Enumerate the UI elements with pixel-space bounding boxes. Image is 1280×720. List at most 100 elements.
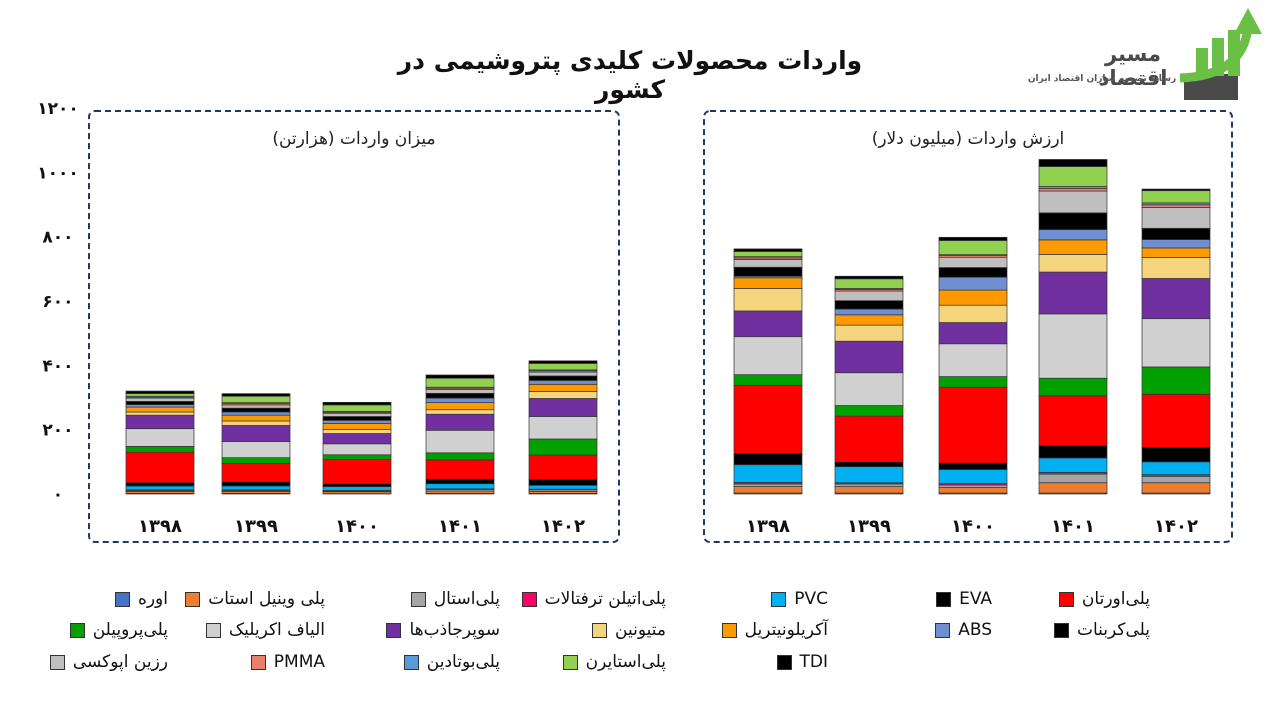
bar-segment bbox=[1038, 212, 1108, 230]
bar-segment bbox=[938, 386, 1008, 464]
bar-segment bbox=[322, 483, 392, 487]
bar-segment bbox=[938, 289, 1008, 306]
bar-segment bbox=[834, 486, 904, 494]
bar-segment bbox=[322, 428, 392, 434]
bar-segment bbox=[221, 414, 291, 422]
bar-segment bbox=[528, 380, 598, 385]
bar-segment bbox=[1038, 271, 1108, 315]
bar-segment bbox=[733, 248, 803, 252]
bar-segment bbox=[733, 486, 803, 494]
x-tick-label: ۱۴۰۰ bbox=[951, 516, 995, 537]
bar-segment bbox=[425, 478, 495, 485]
bar-segment bbox=[1141, 188, 1211, 192]
bar-segment bbox=[834, 405, 904, 417]
bar-segment bbox=[1141, 278, 1211, 320]
y-tick-label: ۱۲۰۰ bbox=[37, 99, 79, 119]
bar-segment bbox=[322, 401, 392, 406]
bar-segment bbox=[938, 256, 1008, 268]
bar-segment bbox=[1141, 204, 1211, 208]
bar-segment bbox=[1141, 239, 1211, 249]
trend-arrow-icon bbox=[1179, 8, 1262, 100]
bar-segment bbox=[733, 310, 803, 338]
bar-segment bbox=[938, 487, 1008, 494]
bar-segment bbox=[1141, 190, 1211, 204]
bar-segment bbox=[125, 485, 195, 491]
x-tick-label: ۱۴۰۲ bbox=[541, 516, 585, 537]
bar-segment bbox=[125, 414, 195, 430]
bar-segment bbox=[834, 290, 904, 302]
bar-segment bbox=[125, 397, 195, 402]
bar-segment bbox=[125, 401, 195, 405]
bar-segment bbox=[938, 322, 1008, 345]
bar-segment bbox=[425, 483, 495, 490]
bar-segment bbox=[733, 277, 803, 289]
bar-segment bbox=[528, 438, 598, 456]
bar-segment bbox=[1141, 227, 1211, 240]
bar-segment bbox=[528, 363, 598, 371]
bar-segment bbox=[125, 446, 195, 453]
chart-title: واردات محصولات کلیدی پتروشیمی در کشور bbox=[397, 46, 863, 104]
bar-segment bbox=[938, 304, 1008, 323]
bar-segment bbox=[125, 482, 195, 487]
bar-segment bbox=[528, 371, 598, 377]
bar-segment bbox=[221, 393, 291, 397]
bar-segment bbox=[1141, 475, 1211, 484]
bar-segment bbox=[322, 443, 392, 456]
y-tick-label: ۲۰۰ bbox=[42, 421, 73, 441]
bar-segment bbox=[425, 397, 495, 403]
bar-segment bbox=[125, 393, 195, 397]
x-tick-label: ۱۳۹۹ bbox=[847, 516, 891, 537]
bar-segment bbox=[733, 336, 803, 376]
bar-segment bbox=[221, 395, 291, 403]
bar-segment bbox=[221, 425, 291, 442]
panel-border bbox=[703, 110, 1233, 543]
bar-segment bbox=[322, 419, 392, 424]
bar-segment bbox=[1038, 445, 1108, 459]
bar-segment bbox=[322, 433, 392, 445]
bar-segment bbox=[425, 374, 495, 379]
bar-segment bbox=[221, 420, 291, 426]
bar-segment bbox=[221, 481, 291, 487]
x-tick-label: ۱۴۰۱ bbox=[1051, 516, 1095, 537]
y-tick-label: ۴۰۰ bbox=[42, 356, 73, 376]
brand-logo: مسیر اقتصاد رسانه تصمیم سازان اقتصاد ایر… bbox=[1012, 8, 1272, 108]
bar-segment bbox=[1141, 318, 1211, 368]
bar-segment bbox=[425, 452, 495, 461]
bar-segment bbox=[1038, 457, 1108, 473]
bar-segment bbox=[733, 251, 803, 257]
bar-segment bbox=[834, 314, 904, 326]
bar-segment bbox=[1038, 377, 1108, 397]
bar-segment bbox=[1038, 190, 1108, 214]
bar-segment bbox=[528, 383, 598, 392]
bar-segment bbox=[425, 389, 495, 394]
bar-segment bbox=[425, 429, 495, 454]
bar-segment bbox=[938, 240, 1008, 256]
y-tick-label: ۶۰۰ bbox=[42, 292, 73, 312]
bar-segment bbox=[221, 463, 291, 483]
bar-segment bbox=[834, 308, 904, 316]
bar-segment bbox=[834, 340, 904, 374]
bar-segment bbox=[425, 409, 495, 415]
bar-segment bbox=[221, 485, 291, 491]
bar-segment bbox=[938, 469, 1008, 485]
bar-segment bbox=[1038, 395, 1108, 447]
bar-segment bbox=[938, 376, 1008, 388]
bar-segment bbox=[1141, 247, 1211, 258]
bar-segment bbox=[425, 402, 495, 411]
logo-name: مسیر اقتصاد bbox=[1098, 42, 1168, 90]
bar-segment bbox=[125, 451, 195, 484]
bar-segment bbox=[528, 416, 598, 440]
bar-segment bbox=[322, 454, 392, 460]
x-tick-label: ۱۳۹۸ bbox=[138, 516, 182, 537]
bar-segment bbox=[938, 484, 1008, 488]
panel-title: میزان واردات (هزارتن) bbox=[272, 129, 435, 149]
bar-segment bbox=[834, 483, 904, 487]
bar-segment bbox=[1141, 447, 1211, 463]
bar-segment bbox=[834, 372, 904, 406]
y-tick-label: ۰ bbox=[53, 485, 63, 505]
panel-border bbox=[88, 110, 620, 543]
bar-segment bbox=[125, 390, 195, 394]
bar-segment bbox=[733, 483, 803, 487]
bar-segment bbox=[528, 398, 598, 417]
